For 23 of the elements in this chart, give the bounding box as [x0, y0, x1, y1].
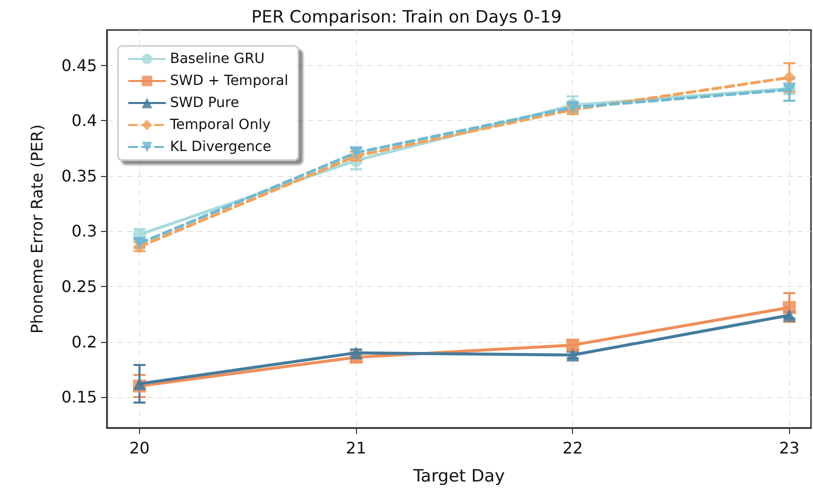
legend-label: Temporal Only — [169, 117, 271, 133]
y-tick-label: 0.3 — [72, 222, 97, 241]
y-tick-label: 0.2 — [72, 332, 97, 352]
y-tick-label: 0.25 — [61, 276, 97, 296]
legend-label: KL Divergence — [170, 139, 272, 155]
point — [782, 71, 796, 84]
point — [566, 348, 580, 362]
chart-title: PER Comparison: Train on Days 0-19 — [251, 8, 562, 28]
legend-label: SWD + Temporal — [170, 73, 288, 89]
y-tick-label: 0.45 — [61, 56, 97, 75]
legend-label: SWD Pure — [170, 95, 240, 111]
x-tick-label: 21 — [346, 438, 366, 458]
y-axis-title: Phoneme Error Rate (PER) — [28, 124, 46, 334]
x-tick-label: 23 — [779, 438, 800, 458]
point — [350, 346, 363, 360]
y-tick-label: 0.4 — [72, 111, 97, 130]
y-tick-label: 0.35 — [61, 166, 97, 186]
x-axis-title: Target Day — [412, 466, 505, 486]
y-tick-label: 0.15 — [61, 388, 97, 407]
x-tick-label: 22 — [562, 438, 583, 458]
point — [782, 300, 796, 314]
x-tick-label: 20 — [129, 438, 150, 458]
legend-label: Baseline GRU — [170, 51, 265, 67]
